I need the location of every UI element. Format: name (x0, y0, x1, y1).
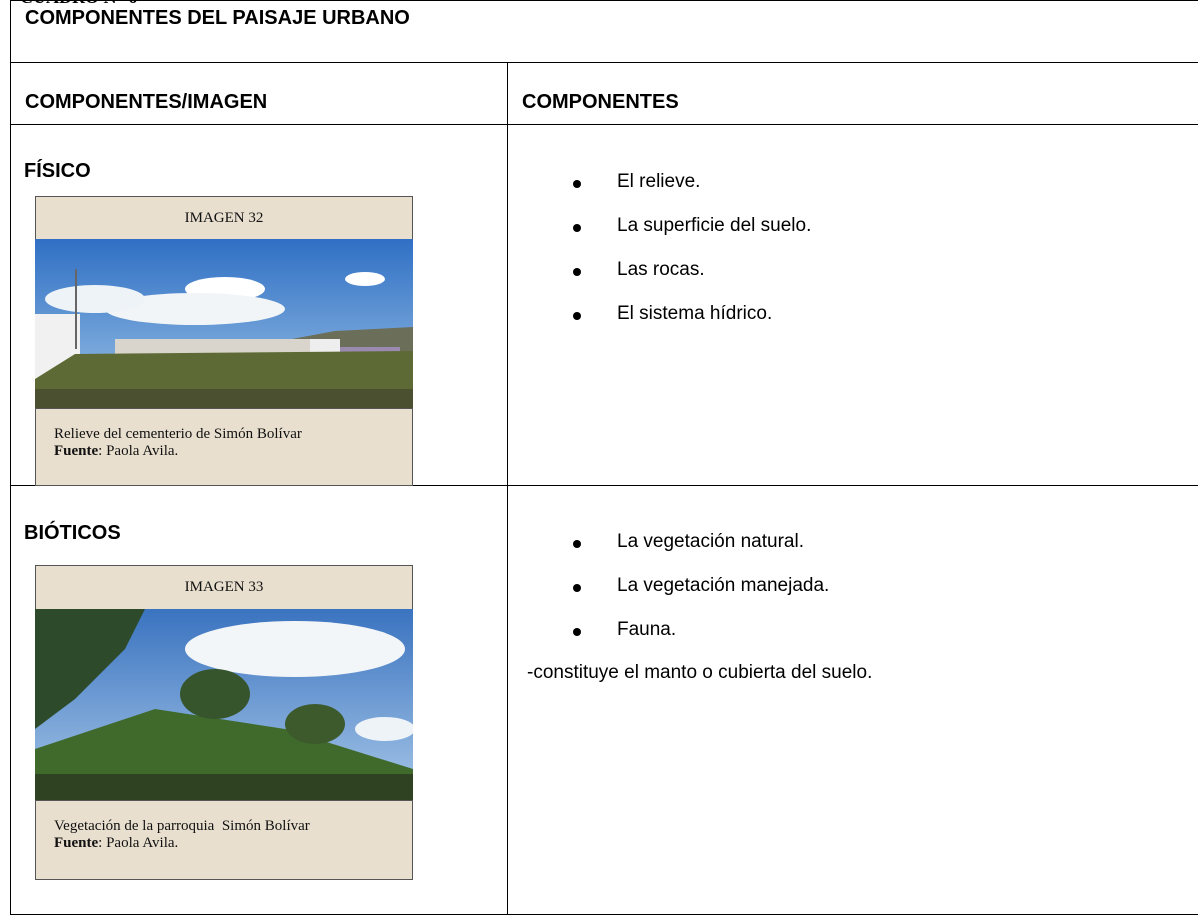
item: La superficie del suelo. (573, 215, 811, 259)
image-title: IMAGEN 32 (184, 210, 264, 226)
title-cell: COMPONENTES DEL PAISAJE URBANO (10, 0, 1198, 63)
image-caption: Relieve del cementerio de Simón Bolívar (54, 426, 302, 442)
title: COMPONENTES DEL PAISAJE URBANO (25, 7, 410, 29)
source-label: Fuente (54, 835, 99, 851)
caption: CUADRO N° 6 (20, 0, 137, 8)
header-cell: COMPONENTES (507, 62, 1198, 125)
source-label: Fuente (54, 443, 99, 459)
image-caption-box: Relieve del cementerio de Simón Bolívar … (35, 408, 413, 486)
row-label: BIÓTICOS (24, 522, 121, 544)
source-text: : Paola Avila. (98, 443, 179, 459)
item: La vegetación natural. (573, 531, 829, 575)
image-caption-box: Vegetación de la parroquia Simón Bolívar… (35, 800, 413, 880)
column-header: COMPONENTES (522, 91, 679, 113)
item: El sistema hídrico. (573, 303, 811, 347)
item: Fauna. (573, 619, 829, 663)
header-cell: COMPONENTES/IMAGEN (10, 62, 508, 125)
photo (35, 609, 413, 801)
source-text: : Paola Avila. (98, 835, 179, 851)
image-source: Fuente: Paola Avila. (54, 443, 412, 460)
image-caption: Vegetación de la parroquia Simón Bolívar (54, 818, 310, 834)
image-title-box: IMAGEN 33 (35, 565, 413, 610)
item: El relieve. (573, 171, 811, 215)
row-label: FÍSICO (24, 160, 91, 182)
note: -constituye el manto o cubierta del suel… (527, 662, 873, 683)
image-title-box: IMAGEN 32 (35, 196, 413, 240)
item-list: El relieve. La superficie del suelo. Las… (573, 171, 811, 347)
photo (35, 239, 413, 409)
column-header: COMPONENTES/IMAGEN (25, 91, 268, 113)
image-source: Fuente: Paola Avila. (54, 835, 412, 852)
item: La vegetación manejada. (573, 575, 829, 619)
item-list: La vegetación natural. La vegetación man… (573, 531, 829, 663)
image-title: IMAGEN 33 (184, 579, 264, 595)
item: Las rocas. (573, 259, 811, 303)
